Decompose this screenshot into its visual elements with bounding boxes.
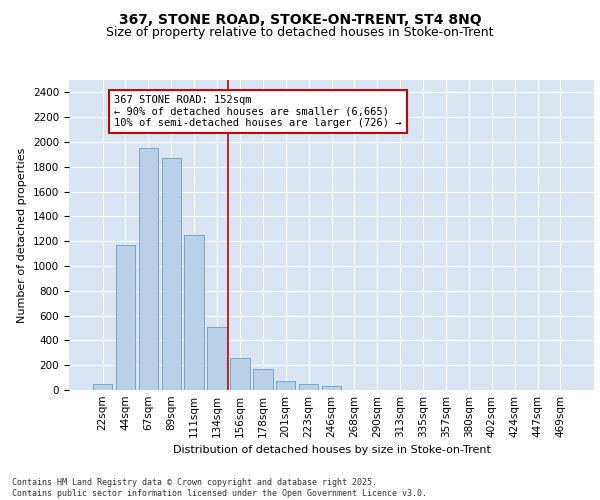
Text: 367, STONE ROAD, STOKE-ON-TRENT, ST4 8NQ: 367, STONE ROAD, STOKE-ON-TRENT, ST4 8NQ (119, 12, 481, 26)
Bar (276, 382, 295, 390)
Y-axis label: Number of detached properties: Number of detached properties (17, 148, 28, 322)
Bar (93, 384, 112, 390)
X-axis label: Distribution of detached houses by size in Stoke-on-Trent: Distribution of detached houses by size … (173, 446, 490, 456)
Bar (208, 327, 227, 390)
Bar (322, 386, 341, 390)
Bar (161, 158, 181, 390)
Text: 367 STONE ROAD: 152sqm
← 90% of detached houses are smaller (6,665)
10% of semi-: 367 STONE ROAD: 152sqm ← 90% of detached… (114, 95, 401, 128)
Bar (184, 235, 204, 390)
Text: Size of property relative to detached houses in Stoke-on-Trent: Size of property relative to detached ho… (106, 26, 494, 39)
Bar (230, 358, 250, 390)
Text: Contains HM Land Registry data © Crown copyright and database right 2025.
Contai: Contains HM Land Registry data © Crown c… (12, 478, 427, 498)
Bar (299, 384, 319, 390)
Bar (139, 148, 158, 390)
Bar (116, 245, 135, 390)
Bar (253, 369, 272, 390)
